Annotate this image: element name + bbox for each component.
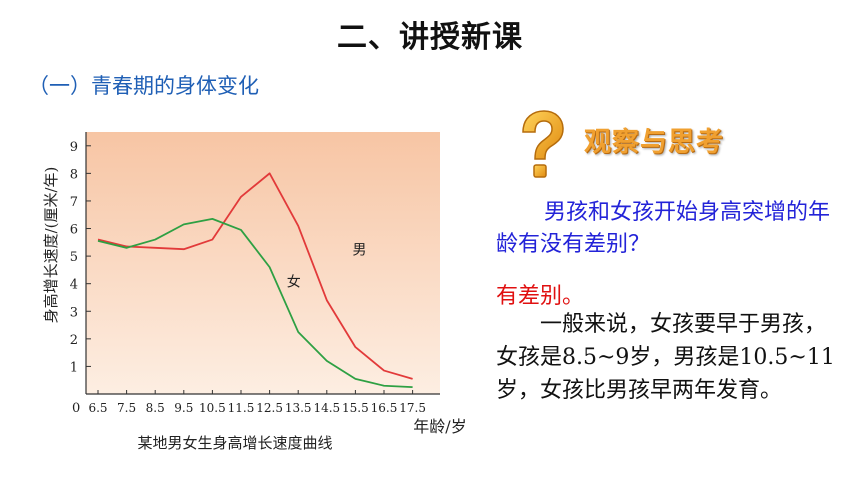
section-title: （一）青春期的身体变化 <box>28 74 259 98</box>
y-tick-label: 6 <box>70 223 78 238</box>
x-tick-label: 11.5 <box>228 401 255 415</box>
origin-label: 0 <box>72 401 80 416</box>
y-tick-label: 3 <box>70 305 78 320</box>
y-tick-label: 2 <box>70 333 78 348</box>
series-line-girl <box>97 217 413 389</box>
plot-area <box>86 132 440 394</box>
x-tick-label: 14.5 <box>313 401 340 415</box>
x-tick-label: 16.5 <box>371 401 398 415</box>
y-tick-label: 8 <box>70 167 78 182</box>
y-tick-label: 7 <box>70 195 78 210</box>
observe-heading: 观察与思考 <box>584 127 724 158</box>
x-tick-label: 13.5 <box>285 401 312 415</box>
x-tick-label: 9.5 <box>174 401 193 415</box>
y-tick-label: 1 <box>70 360 78 375</box>
x-tick-label: 17.5 <box>399 401 426 415</box>
y-tick-label: 9 <box>70 140 78 155</box>
page-title: 二、讲授新课 <box>337 20 523 55</box>
x-tick-label: 8.5 <box>146 401 165 415</box>
series-line-boy <box>97 172 413 380</box>
x-axis-title: 年龄/岁 <box>413 417 466 436</box>
question-text: 男孩和女孩开始身高突增的年龄有没有差别？ <box>496 200 831 257</box>
x-tick-label: 10.5 <box>199 401 226 415</box>
x-tick-label: 15.5 <box>342 401 369 415</box>
x-tick-label: 7.5 <box>117 401 136 415</box>
chart-svg: 1 2 3 4 5 6 7 8 9 6.5 7.5 8.5 9.5 10.5 11.5 12.5 13.5 14… <box>42 132 467 452</box>
y-tick-label: 4 <box>70 278 78 293</box>
growth-chart: 1 2 3 4 5 6 7 8 9 6.5 7.5 8.5 9.5 10.5 11.5 12.5 13.5 14… <box>20 110 480 460</box>
series-label-girl: 女 <box>287 273 301 290</box>
y-axis-title: 身高增长速度/(厘米/年) <box>42 167 60 324</box>
answer-label: 有差别。 <box>496 284 585 309</box>
x-tick-label: 12.5 <box>256 401 283 415</box>
y-tick-label: 5 <box>70 250 78 265</box>
x-tick-label: 6.5 <box>88 401 107 415</box>
answer-body: 一般来说，女孩要早于男孩，女孩是8.5~9岁，男孩是10.5~11岁，女孩比男孩… <box>496 312 835 403</box>
chart-caption: 某地男女生身高增长速度曲线 <box>137 434 332 452</box>
series-label-boy: 男 <box>353 243 367 259</box>
question-mark-icon <box>522 110 564 178</box>
